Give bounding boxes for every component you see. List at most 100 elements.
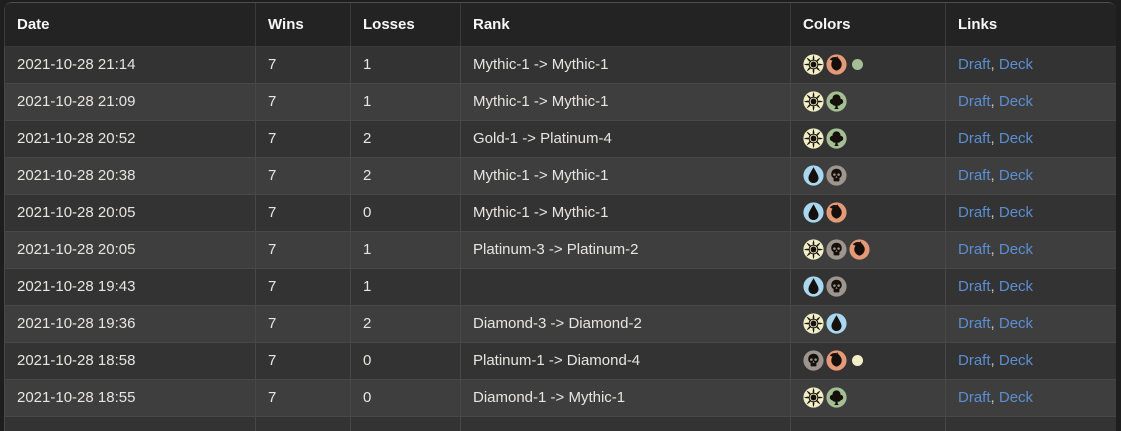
losses-cell: 2 — [350, 119, 461, 158]
rank-cell: Mythic-1 -> Mythic-1 — [460, 193, 791, 232]
losses-cell: 0 — [350, 341, 461, 380]
draft-link[interactable]: Draft — [958, 204, 991, 221]
colors-cell — [790, 341, 946, 380]
mana-color-group — [803, 313, 847, 334]
deck-link[interactable]: Deck — [998, 315, 1034, 332]
draft-link[interactable]: Draft — [958, 315, 991, 332]
draft-link[interactable]: Draft — [958, 56, 991, 73]
losses-cell: 1 — [350, 82, 461, 121]
date-cell: 2021-10-28 18:55 — [4, 378, 256, 417]
deck-link[interactable]: Deck — [998, 167, 1034, 184]
wins-cell: 7 — [255, 82, 351, 121]
links-cell: Draft, Deck — [945, 304, 1116, 343]
links-cell: Draft, Deck — [945, 193, 1116, 232]
history-table-body: 2021-10-28 21:14 7 1 Mythic-1 -> Mythic-1 Dr… — [4, 45, 1116, 431]
black-mana-icon — [803, 350, 824, 371]
colors-cell — [790, 193, 946, 232]
table-row: 2021-10-28 19:43 7 1 Draft, Deck — [4, 267, 1116, 306]
white-mana-icon — [803, 91, 824, 112]
mana-color-group — [803, 128, 847, 149]
link-separator: , — [990, 56, 999, 73]
rank-cell: Gold-1 -> Platinum-4 — [460, 119, 791, 158]
table-row: 2021-10-28 21:14 7 1 Mythic-1 -> Mythic-1 Dr… — [4, 45, 1116, 84]
wins-cell: 7 — [255, 378, 351, 417]
rank-cell: Mythic-1 -> Mythic-1 — [460, 82, 791, 121]
empty-cell — [945, 415, 1116, 431]
losses-cell: 0 — [350, 378, 461, 417]
empty-cell — [255, 415, 351, 431]
links-cell: Draft, Deck — [945, 156, 1116, 195]
losses-cell: 1 — [350, 230, 461, 269]
colors-cell — [790, 230, 946, 269]
rank-cell: Mythic-1 -> Mythic-1 — [460, 45, 791, 84]
mana-color-group — [803, 276, 847, 297]
draft-link[interactable]: Draft — [958, 130, 991, 147]
white-mana-splash-dot — [852, 355, 863, 366]
wins-cell: 7 — [255, 156, 351, 195]
rank-cell — [460, 267, 791, 306]
white-mana-icon — [803, 313, 824, 334]
mana-color-group — [803, 165, 847, 186]
draft-history-table: Date Wins Losses Rank Colors Links 2021-… — [4, 3, 1116, 431]
rank-cell: Platinum-3 -> Platinum-2 — [460, 230, 791, 269]
mana-color-group — [803, 350, 863, 371]
rank-cell: Diamond-1 -> Mythic-1 — [460, 378, 791, 417]
links-cell: Draft, Deck — [945, 45, 1116, 84]
link-separator: , — [990, 167, 999, 184]
mana-color-group — [803, 202, 847, 223]
blue-mana-icon — [803, 165, 824, 186]
black-mana-icon — [826, 239, 847, 260]
links-cell: Draft, Deck — [945, 82, 1116, 121]
deck-link[interactable]: Deck — [998, 241, 1034, 258]
deck-link[interactable]: Deck — [998, 278, 1034, 295]
link-separator: , — [990, 93, 999, 110]
colors-cell — [790, 378, 946, 417]
draft-link[interactable]: Draft — [958, 167, 991, 184]
red-mana-icon — [849, 239, 870, 260]
draft-link[interactable]: Draft — [958, 278, 991, 295]
rank-cell: Mythic-1 -> Mythic-1 — [460, 156, 791, 195]
colors-cell — [790, 119, 946, 158]
colors-cell — [790, 267, 946, 306]
colors-cell — [790, 82, 946, 121]
link-separator: , — [990, 389, 999, 406]
column-header-wins: Wins — [255, 3, 351, 47]
deck-link[interactable]: Deck — [998, 204, 1034, 221]
wins-cell: 7 — [255, 119, 351, 158]
losses-cell: 2 — [350, 156, 461, 195]
mana-color-group — [803, 239, 870, 260]
deck-link[interactable]: Deck — [998, 56, 1034, 73]
link-separator: , — [990, 241, 999, 258]
empty-cell — [790, 415, 946, 431]
table-row-partial — [4, 415, 1116, 431]
deck-link[interactable]: Deck — [998, 352, 1034, 369]
red-mana-icon — [826, 54, 847, 75]
blue-mana-icon — [826, 313, 847, 334]
links-cell: Draft, Deck — [945, 378, 1116, 417]
column-header-links: Links — [945, 3, 1116, 47]
black-mana-icon — [826, 165, 847, 186]
deck-link[interactable]: Deck — [998, 93, 1034, 110]
losses-cell: 1 — [350, 45, 461, 84]
wins-cell: 7 — [255, 304, 351, 343]
wins-cell: 7 — [255, 45, 351, 84]
column-header-colors: Colors — [790, 3, 946, 47]
white-mana-icon — [803, 387, 824, 408]
draft-link[interactable]: Draft — [958, 93, 991, 110]
table-header: Date Wins Losses Rank Colors Links — [4, 3, 1116, 47]
links-cell: Draft, Deck — [945, 267, 1116, 306]
rank-cell: Diamond-3 -> Diamond-2 — [460, 304, 791, 343]
white-mana-icon — [803, 54, 824, 75]
draft-link[interactable]: Draft — [958, 241, 991, 258]
deck-link[interactable]: Deck — [998, 130, 1034, 147]
draft-link[interactable]: Draft — [958, 352, 991, 369]
date-cell: 2021-10-28 20:38 — [4, 156, 256, 195]
deck-link[interactable]: Deck — [998, 389, 1034, 406]
links-cell: Draft, Deck — [945, 230, 1116, 269]
draft-link[interactable]: Draft — [958, 389, 991, 406]
wins-cell: 7 — [255, 193, 351, 232]
link-separator: , — [990, 278, 999, 295]
mana-color-group — [803, 54, 863, 75]
mana-color-group — [803, 387, 847, 408]
